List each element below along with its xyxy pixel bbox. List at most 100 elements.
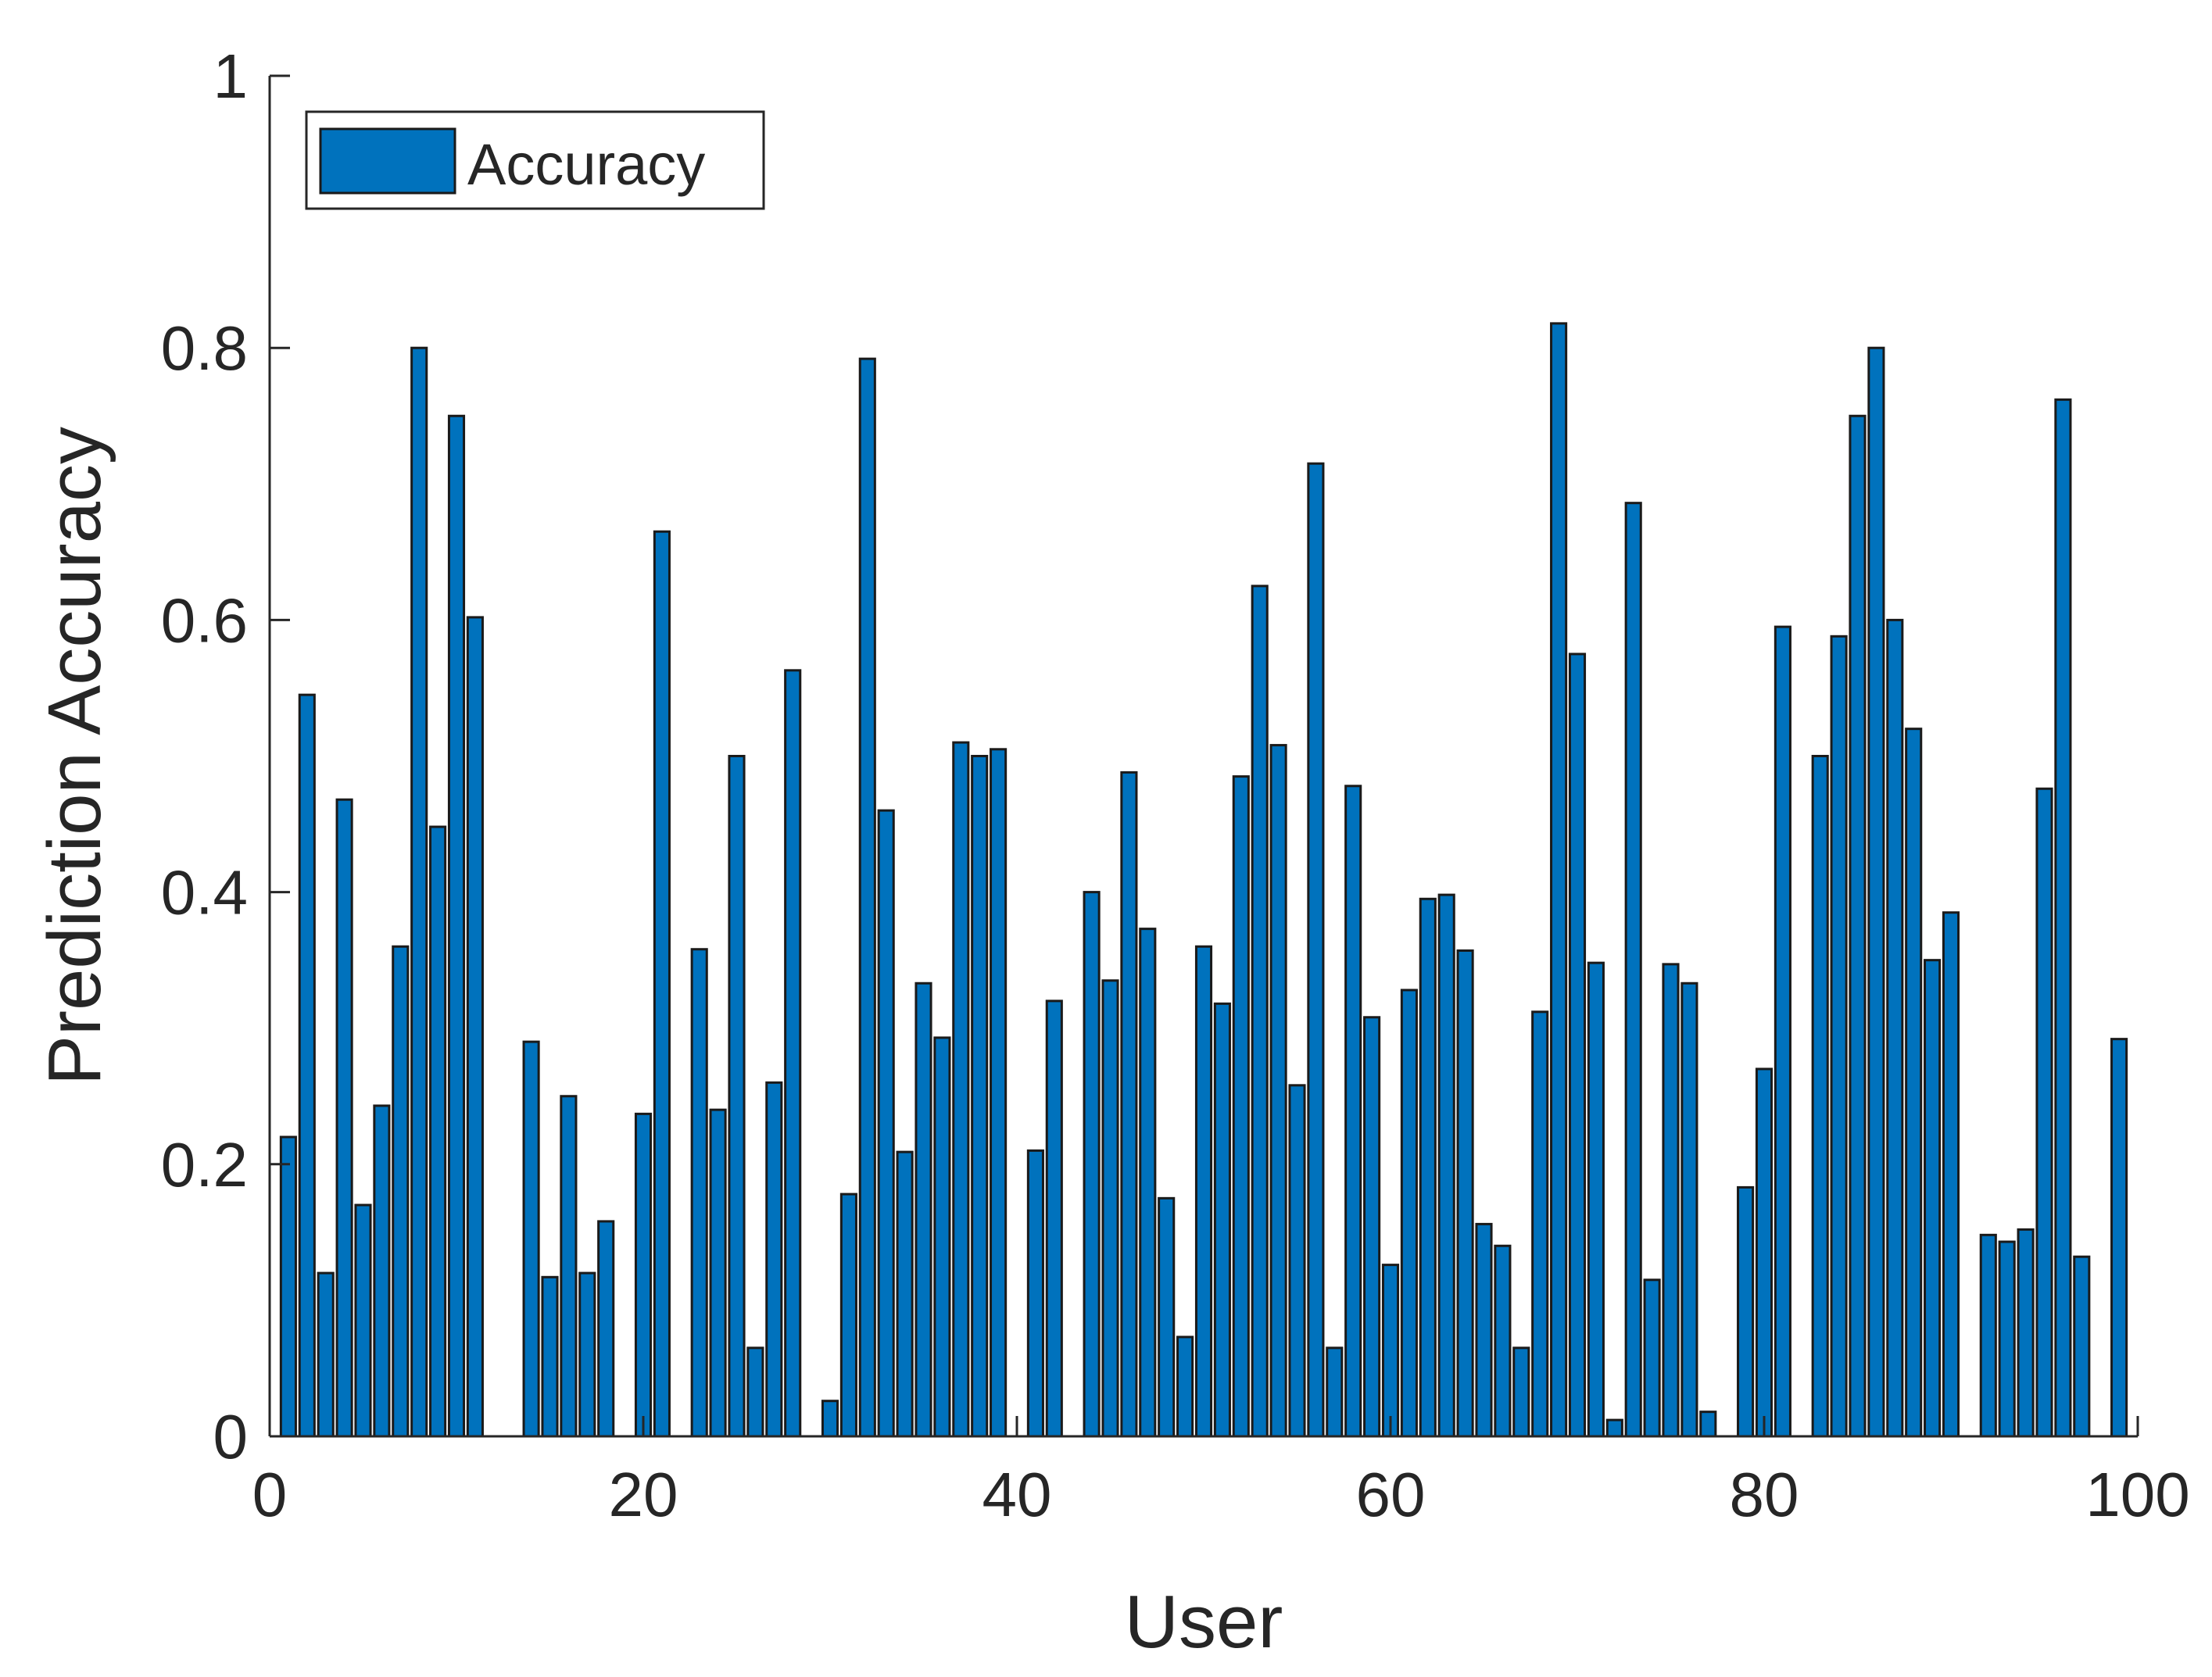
y-tick-label-1: 1 xyxy=(213,41,249,111)
bar-user-11 xyxy=(466,616,484,1438)
x-tick-label-0: 0 xyxy=(252,1460,288,1529)
bar-user-1 xyxy=(279,1135,297,1438)
bar-user-46 xyxy=(1120,771,1138,1438)
bar-user-73 xyxy=(1624,502,1642,1438)
bar-user-41 xyxy=(1026,1149,1044,1438)
bar-user-5 xyxy=(354,1203,372,1438)
bar-user-26 xyxy=(746,1346,764,1438)
bar-user-55 xyxy=(1288,1084,1306,1438)
bar-user-49 xyxy=(1176,1336,1194,1438)
x-axis-title: User xyxy=(1125,1580,1283,1664)
bar-user-75 xyxy=(1662,963,1680,1438)
bar-user-23 xyxy=(690,948,708,1438)
legend: Accuracy xyxy=(305,110,765,210)
bar-user-10 xyxy=(447,414,466,1438)
axes-layer xyxy=(268,76,2138,1438)
bar-user-6 xyxy=(373,1104,391,1438)
bar-user-79 xyxy=(1737,1185,1755,1438)
bar-user-18 xyxy=(597,1220,615,1438)
bar-user-44 xyxy=(1083,891,1101,1438)
bar-user-63 xyxy=(1437,893,1455,1438)
bar-user-34 xyxy=(896,1150,914,1438)
bar-user-64 xyxy=(1456,949,1474,1438)
bar-user-93 xyxy=(1998,1240,2016,1438)
bar-user-60 xyxy=(1381,1264,1400,1438)
bar-user-2 xyxy=(298,693,316,1438)
bar-user-81 xyxy=(1774,625,1791,1438)
bar-user-53 xyxy=(1251,585,1269,1438)
y-tick-label-0: 0 xyxy=(213,1402,249,1471)
bar-user-95 xyxy=(2035,787,2053,1438)
bars-layer xyxy=(279,322,2128,1438)
bar-user-17 xyxy=(578,1271,596,1438)
bar-user-90 xyxy=(1942,911,1960,1438)
x-tick-label-80: 80 xyxy=(1730,1460,1799,1529)
bar-user-69 xyxy=(1550,322,1568,1438)
bar-user-85 xyxy=(1849,414,1867,1438)
x-tick-label-100: 100 xyxy=(2085,1460,2189,1529)
bar-user-72 xyxy=(1605,1418,1623,1438)
bar-user-59 xyxy=(1363,1016,1381,1438)
bar-user-45 xyxy=(1101,979,1119,1438)
bar-user-31 xyxy=(839,1192,857,1438)
bar-user-68 xyxy=(1531,1010,1549,1438)
bar-user-80 xyxy=(1755,1067,1774,1438)
bar-user-8 xyxy=(410,346,428,1438)
bar-user-65 xyxy=(1475,1222,1493,1438)
bar-user-99 xyxy=(2110,1038,2128,1438)
bar-user-39 xyxy=(990,748,1008,1438)
ticks-layer: 0 20 40 60 80 100 0 0.2 0.4 0.6 0.8 1 xyxy=(161,41,2190,1529)
bar-user-97 xyxy=(2073,1255,2091,1438)
bar-user-16 xyxy=(560,1095,578,1438)
bar-user-57 xyxy=(1326,1346,1344,1438)
bar-user-61 xyxy=(1400,989,1418,1438)
bar-user-21 xyxy=(653,530,671,1438)
bar-user-47 xyxy=(1139,928,1157,1438)
bar-user-76 xyxy=(1680,982,1698,1438)
bar-user-7 xyxy=(392,945,410,1438)
x-tick-label-60: 60 xyxy=(1356,1460,1426,1529)
x-tick-label-20: 20 xyxy=(609,1460,678,1529)
bar-user-42 xyxy=(1045,999,1063,1438)
bar-user-37 xyxy=(952,741,970,1438)
bar-user-92 xyxy=(1979,1233,1997,1438)
bar-user-58 xyxy=(1344,785,1362,1438)
bar-user-89 xyxy=(1924,959,1942,1438)
bar-user-36 xyxy=(933,1036,951,1438)
bar-user-52 xyxy=(1232,775,1250,1438)
bar-user-56 xyxy=(1307,462,1325,1438)
bar-user-15 xyxy=(541,1275,559,1438)
y-tick-label-0.6: 0.6 xyxy=(161,585,248,655)
y-tick-label-0.8: 0.8 xyxy=(161,313,248,383)
bar-user-24 xyxy=(709,1108,727,1438)
legend-label: Accuracy xyxy=(467,132,705,197)
bar-user-88 xyxy=(1905,728,1923,1438)
bar-user-38 xyxy=(971,755,989,1438)
bar-user-30 xyxy=(821,1400,839,1438)
bar-user-66 xyxy=(1494,1244,1512,1438)
bar-user-51 xyxy=(1213,1002,1231,1438)
bar-user-35 xyxy=(915,982,932,1438)
bar-user-32 xyxy=(858,357,876,1438)
bar-user-87 xyxy=(1886,618,1904,1438)
bar-user-84 xyxy=(1830,635,1848,1438)
bar-user-33 xyxy=(877,809,895,1438)
bar-user-96 xyxy=(2054,398,2072,1438)
bar-user-77 xyxy=(1699,1411,1717,1438)
bar-user-74 xyxy=(1643,1278,1661,1438)
bar-user-94 xyxy=(2017,1228,2035,1438)
y-tick-label-0.4: 0.4 xyxy=(161,858,248,928)
bar-user-48 xyxy=(1158,1196,1176,1438)
bar-user-50 xyxy=(1194,945,1213,1438)
bar-user-70 xyxy=(1568,653,1587,1438)
bar-user-9 xyxy=(429,825,447,1438)
bar-user-67 xyxy=(1512,1346,1530,1438)
bar-user-20 xyxy=(634,1112,653,1438)
bar-user-71 xyxy=(1587,961,1605,1438)
bar-user-54 xyxy=(1269,744,1287,1438)
bar-user-62 xyxy=(1419,897,1437,1438)
y-axis-title: Prediction Accuracy xyxy=(33,427,116,1085)
bar-user-86 xyxy=(1867,346,1885,1438)
